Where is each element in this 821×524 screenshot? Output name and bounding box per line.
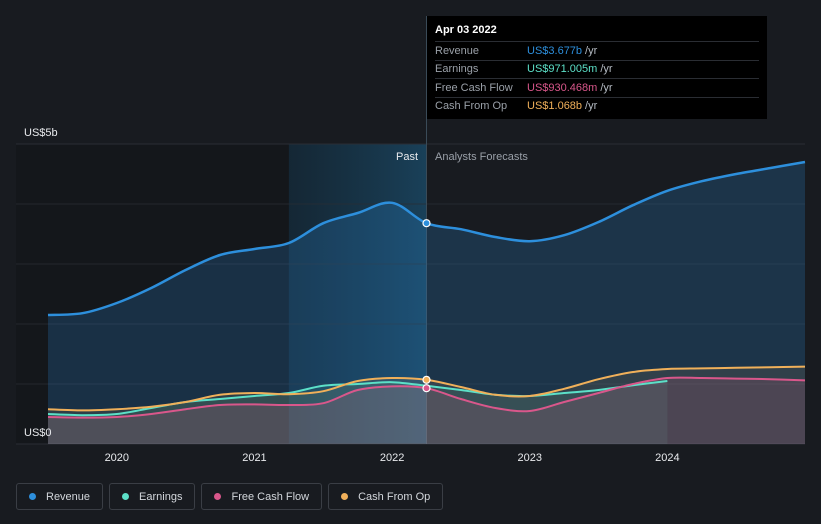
x-tick-label: 2021 (242, 452, 266, 464)
past-label: Past (396, 151, 418, 163)
y-axis-max-label: US$5b (24, 127, 58, 139)
legend-dot-icon (214, 493, 222, 500)
earnings-line (47, 380, 668, 417)
cash-from-op-marker (422, 375, 431, 384)
tooltip-unit: /yr (585, 100, 598, 113)
x-tick-label: 2024 (655, 452, 679, 464)
legend-label: Earnings (139, 490, 183, 503)
legend-dot-icon (122, 493, 130, 500)
legend-item-revenue[interactable]: Revenue (16, 483, 104, 510)
tooltip-unit: /yr (600, 81, 613, 94)
revenue-marker (422, 219, 431, 228)
legend-label: Free Cash Flow (231, 490, 310, 503)
tooltip-row: Earnings US$971.005m/yr (435, 59, 759, 79)
y-axis-min-label: US$0 (24, 427, 52, 439)
tooltip-label: Cash From Op (435, 100, 508, 113)
free-cash-flow-area (48, 377, 805, 444)
tooltip-date: Apr 03 2022 (435, 24, 497, 36)
x-tick-label: 2020 (105, 452, 129, 464)
forecast-label: Analysts Forecasts (435, 151, 528, 163)
legend-item-earnings[interactable]: Earnings (109, 483, 196, 510)
cash-from-op-area (48, 366, 805, 444)
tooltip-unit: /yr (585, 44, 598, 57)
tooltip-row: Cash From Op US$1.068b/yr (435, 96, 759, 116)
x-tick-label: 2022 (380, 452, 404, 464)
tooltip-value: US$930.468m (527, 81, 598, 94)
tooltip-label: Revenue (435, 44, 480, 57)
highlight-band (288, 144, 427, 444)
x-tick-label: 2023 (517, 452, 541, 464)
legend-item-cash-from-op[interactable]: Cash From Op (328, 483, 444, 510)
tooltip-value: US$3.677b (527, 44, 583, 57)
legend: Revenue Earnings Free Cash Flow Cash From O… (16, 483, 444, 510)
tooltip-row: Free Cash Flow US$930.468m/yr (435, 78, 759, 97)
tooltip-unit: /yr (600, 63, 613, 76)
legend-dot-icon (29, 493, 36, 500)
legend-label: Revenue (46, 490, 91, 503)
legend-dot-icon (341, 493, 349, 500)
legend-item-free-cash-flow[interactable]: Free Cash Flow (201, 483, 323, 510)
legend-label: Cash From Op (358, 490, 431, 503)
tooltip-value: US$971.005m (527, 63, 598, 76)
tooltip-row: Revenue US$3.677b/yr (435, 41, 759, 60)
tooltip-value: US$1.068b (527, 100, 583, 113)
tooltip-label: Earnings (435, 63, 479, 76)
revenue-area (48, 162, 805, 444)
free-cash-flow-marker (422, 384, 431, 393)
tooltip: Apr 03 2022 Revenue US$3.677b/yr Earnings U… (427, 16, 767, 119)
tooltip-label: Free Cash Flow (435, 81, 513, 94)
